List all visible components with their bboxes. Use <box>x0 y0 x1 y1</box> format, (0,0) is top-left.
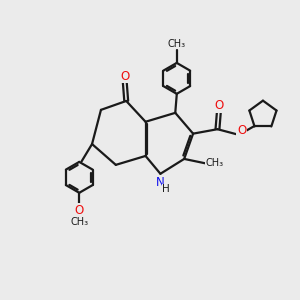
Text: N: N <box>155 176 164 189</box>
Text: O: O <box>120 70 129 83</box>
Text: O: O <box>75 203 84 217</box>
Text: CH₃: CH₃ <box>71 217 89 226</box>
Text: CH₃: CH₃ <box>168 39 186 49</box>
Text: N: N <box>155 176 164 189</box>
Text: O: O <box>214 99 224 112</box>
Text: CH₃: CH₃ <box>206 158 224 168</box>
Text: O: O <box>237 124 246 137</box>
Text: H: H <box>162 184 170 194</box>
